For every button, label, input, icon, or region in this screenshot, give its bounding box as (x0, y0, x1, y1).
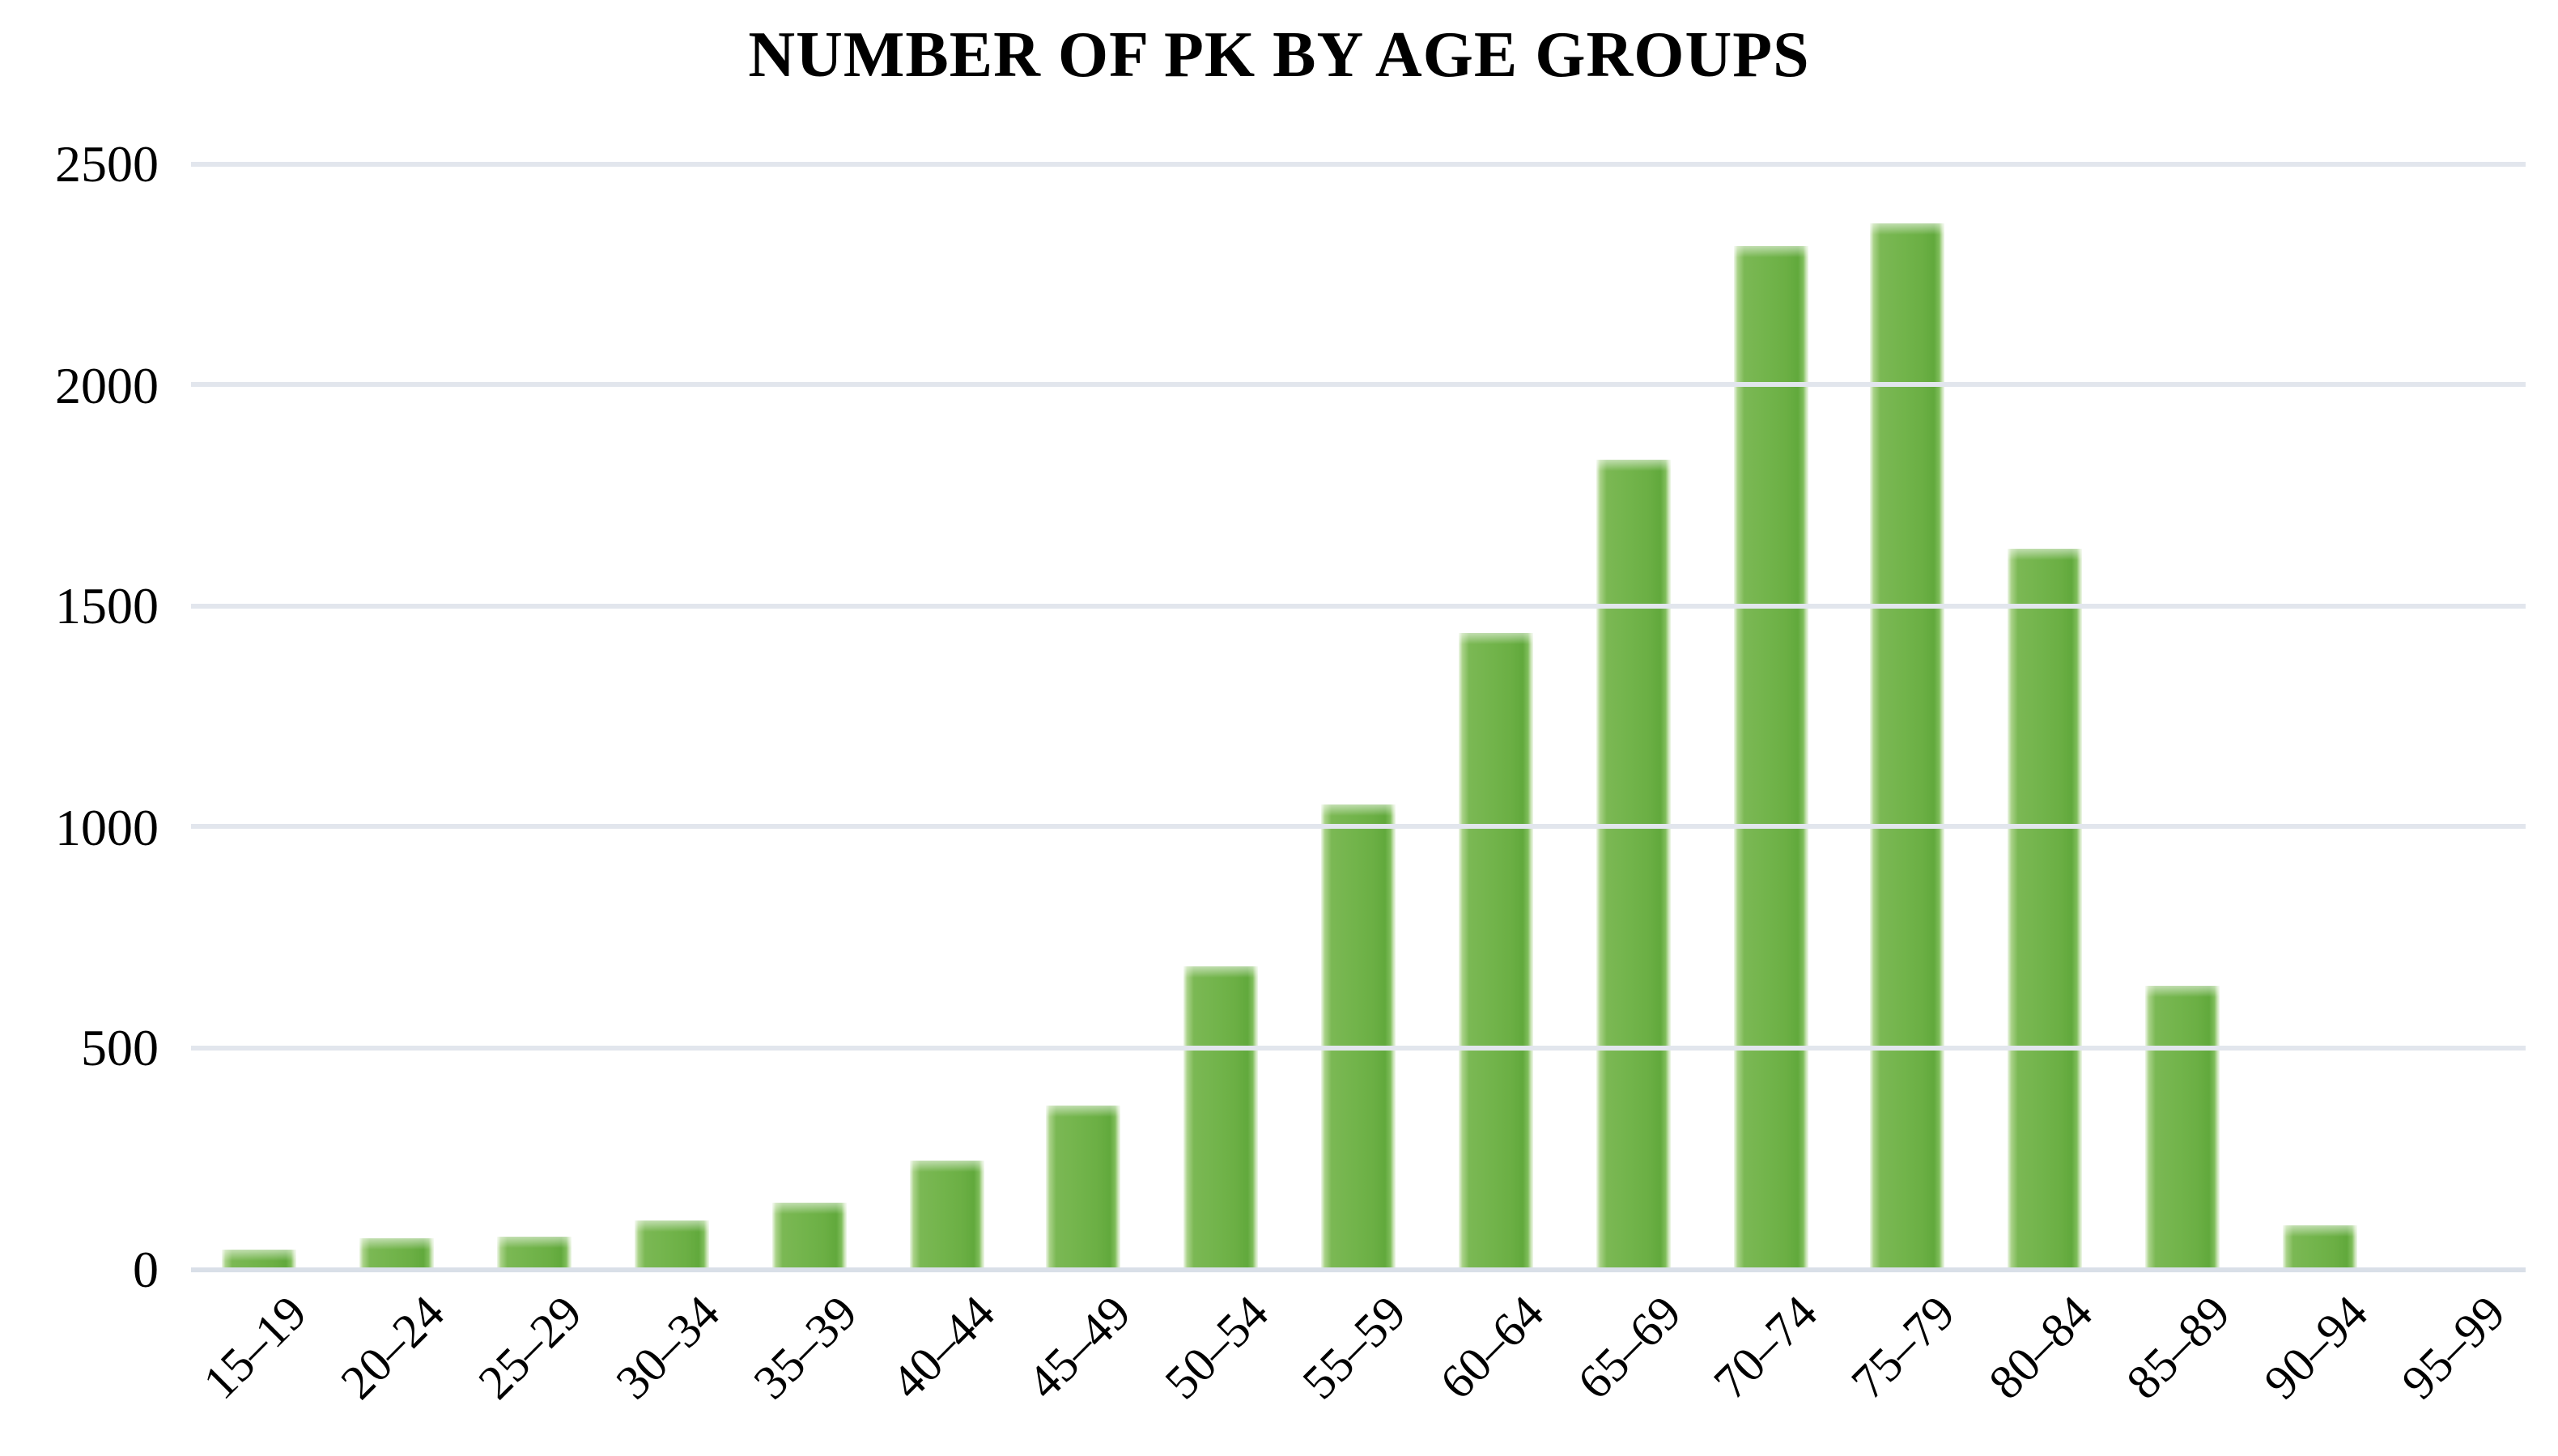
bar-slot (1290, 163, 1427, 1269)
x-tick-label: 15–19 (193, 1286, 318, 1410)
y-axis: 0 500 1000 1500 2000 2500 (0, 134, 168, 1298)
gridline (191, 824, 2526, 830)
gridline (191, 161, 2526, 166)
bar (1046, 1105, 1121, 1269)
bar-slot (191, 163, 329, 1269)
x-tick-label: 40–44 (881, 1286, 1005, 1410)
bar-slot (1839, 163, 1977, 1269)
x-tick-label: 95–99 (2391, 1286, 2516, 1410)
bar (1321, 804, 1396, 1269)
bar (2282, 1225, 2357, 1269)
bar (2008, 548, 2083, 1269)
bar-slot (603, 163, 741, 1269)
y-tick-label: 0 (133, 1240, 159, 1298)
chart-title: NUMBER OF PK BY AGE GROUPS (748, 18, 1810, 91)
y-tick-label: 500 (81, 1018, 159, 1077)
y-tick-label: 2500 (55, 134, 159, 193)
x-axis: 15–19 20–24 25–29 30–34 35–39 40–44 45–49 50–54… (191, 1269, 2526, 1455)
bar-slot (2251, 163, 2389, 1269)
x-tick-label: 25–29 (469, 1286, 593, 1410)
y-tick-label: 1000 (55, 797, 159, 856)
y-tick-label: 2000 (55, 355, 159, 414)
x-tick-label: 70–74 (1705, 1286, 1829, 1410)
x-tick-label: 20–24 (331, 1286, 456, 1410)
bar-slot (1153, 163, 1290, 1269)
x-tick-label: 65–69 (1567, 1286, 1692, 1410)
gridline (191, 603, 2526, 609)
bar-slot (1015, 163, 1153, 1269)
x-axis-baseline (191, 1267, 2526, 1271)
plot-area (191, 161, 2526, 1271)
gridline (191, 1045, 2526, 1051)
bar-slot (2114, 163, 2251, 1269)
bar (1458, 632, 1533, 1269)
bar (909, 1161, 984, 1269)
bar (1183, 966, 1259, 1269)
x-tick-label: 90–94 (2254, 1286, 2378, 1410)
x-tick-label: 75–79 (1842, 1286, 1966, 1410)
bar (1596, 460, 1671, 1269)
bar (497, 1236, 572, 1269)
bars-container (191, 163, 2526, 1269)
x-tick-label: 85–89 (2117, 1286, 2241, 1410)
bar-slot (465, 163, 603, 1269)
bar (1733, 245, 1808, 1269)
bar (2145, 986, 2220, 1269)
bar-slot (877, 163, 1015, 1269)
x-tick-label: 80–84 (1979, 1286, 2104, 1410)
x-tick-label: 30–34 (606, 1286, 730, 1410)
y-tick-label: 1500 (55, 576, 159, 635)
x-tick-label: 55–59 (1293, 1286, 1417, 1410)
gridline (191, 382, 2526, 388)
bar (222, 1249, 297, 1269)
bar-slot (1565, 163, 1702, 1269)
x-tick-label: 50–54 (1155, 1286, 1280, 1410)
bar-slot (1427, 163, 1565, 1269)
bar (359, 1237, 435, 1269)
x-tick-label: 45–49 (1018, 1286, 1142, 1410)
bar (634, 1220, 709, 1269)
x-tick-label: 35–39 (743, 1286, 868, 1410)
bar-slot (741, 163, 878, 1269)
bar (771, 1203, 847, 1269)
x-tick-label: 60–64 (1430, 1286, 1554, 1410)
bar-slot (2389, 163, 2526, 1269)
bar (1870, 223, 1945, 1269)
bar-slot (1977, 163, 2114, 1269)
bar-slot (1702, 163, 1839, 1269)
bar-slot (329, 163, 466, 1269)
